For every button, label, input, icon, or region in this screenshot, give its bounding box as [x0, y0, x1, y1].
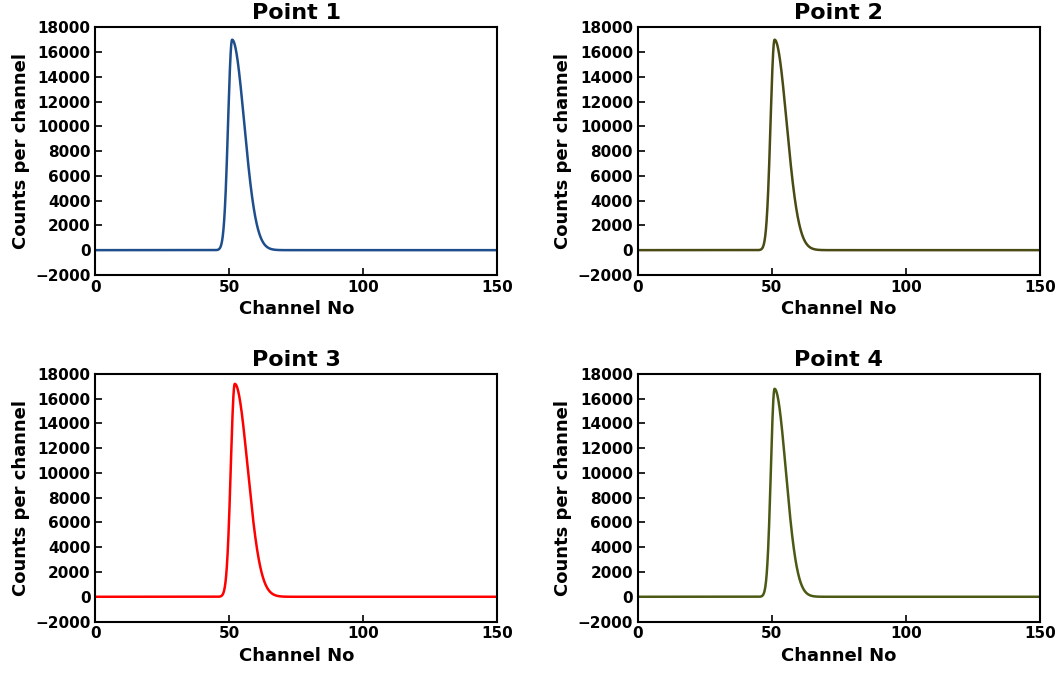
Y-axis label: Counts per channel: Counts per channel [12, 400, 30, 596]
Y-axis label: Counts per channel: Counts per channel [12, 53, 30, 249]
X-axis label: Channel No: Channel No [781, 301, 897, 318]
X-axis label: Channel No: Channel No [239, 301, 354, 318]
Title: Point 4: Point 4 [795, 350, 884, 370]
Title: Point 2: Point 2 [795, 3, 884, 23]
Y-axis label: Counts per channel: Counts per channel [554, 53, 572, 249]
Title: Point 3: Point 3 [251, 350, 341, 370]
Y-axis label: Counts per channel: Counts per channel [554, 400, 572, 596]
Title: Point 1: Point 1 [251, 3, 341, 23]
X-axis label: Channel No: Channel No [239, 647, 354, 665]
X-axis label: Channel No: Channel No [781, 647, 897, 665]
